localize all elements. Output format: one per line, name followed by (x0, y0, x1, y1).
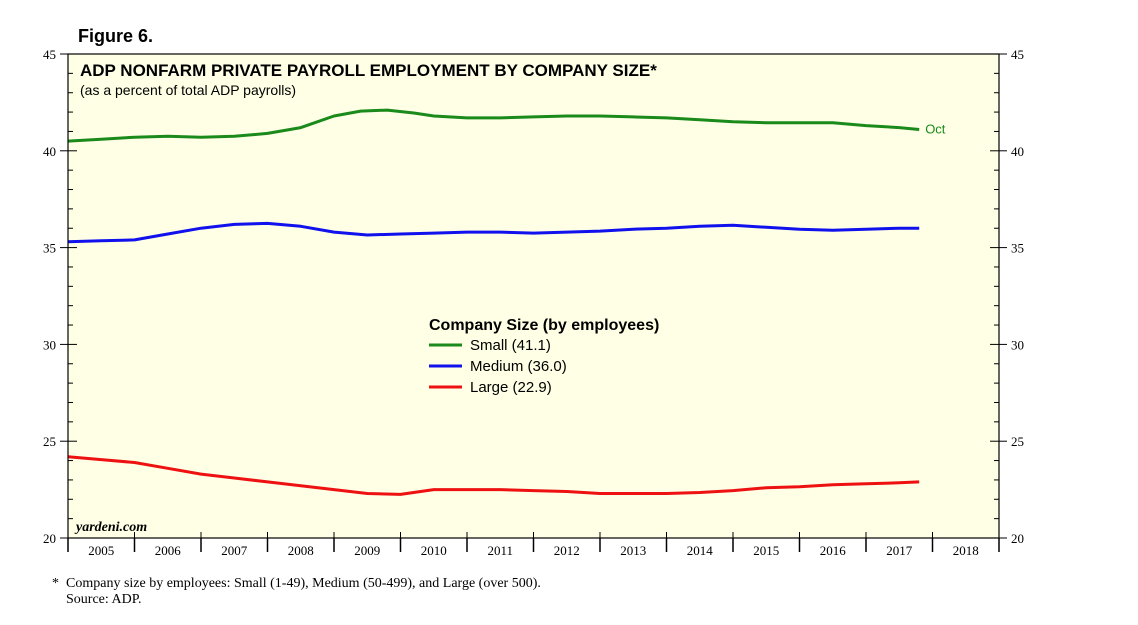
series-line-small (67, 108, 920, 143)
x-tick-label: 2011 (487, 543, 513, 558)
legend: Company Size (by employees) Small (41.1)… (429, 317, 659, 396)
minor-ticks (68, 53, 999, 539)
y-tick-label-right: 45 (1011, 47, 1024, 62)
y-tick-label-right: 35 (1011, 241, 1024, 256)
chart-title: ADP NONFARM PRIVATE PAYROLL EMPLOYMENT B… (80, 61, 657, 80)
y-axis-left: 20 25 30 35 40 45 (43, 47, 68, 546)
y-tick-label-right: 20 (1011, 531, 1024, 546)
x-tick-label: 2018 (953, 543, 979, 558)
x-tick-label: 2007 (221, 543, 248, 558)
footnote-source: Source: ADP. (66, 592, 142, 607)
plot-background (68, 54, 999, 538)
end-label: Oct (925, 122, 946, 137)
x-tick-label: 2006 (155, 543, 182, 558)
figure-label: Figure 6. (78, 26, 154, 46)
x-tick-label: 2014 (687, 543, 714, 558)
y-tick-label-left: 25 (43, 434, 56, 449)
series-lines (67, 108, 920, 496)
plot-frame (67, 53, 1000, 539)
legend-title: Company Size (by employees) (429, 317, 659, 334)
x-axis: 2005 2006 2007 2008 2009 2010 2011 2012 2013 2014… (67, 532, 1000, 558)
y-tick-label-right: 30 (1011, 337, 1024, 352)
series-line-medium (67, 221, 920, 244)
y-tick-label-left: 45 (43, 47, 56, 62)
x-tick-label: 2015 (753, 543, 779, 558)
x-tick-label: 2016 (820, 543, 847, 558)
y-tick-label-right: 40 (1011, 144, 1024, 159)
x-tick-label: 2005 (88, 543, 114, 558)
watermark: yardeni.com (74, 520, 147, 535)
x-tick-label: 2010 (421, 543, 447, 558)
x-tick-label: 2012 (554, 543, 580, 558)
x-tick-label: 2008 (288, 543, 314, 558)
legend-label-medium: Medium (36.0) (470, 358, 567, 375)
footnote-text: Company size by employees: Small (1-49),… (66, 576, 541, 591)
x-tick-label: 2013 (620, 543, 646, 558)
y-axis-right: 20 25 30 35 40 45 (999, 47, 1024, 546)
x-tick-label: 2017 (886, 543, 913, 558)
y-tick-label-left: 20 (43, 531, 56, 546)
footnote-star: * (52, 576, 59, 591)
chart-subtitle: (as a percent of total ADP payrolls) (80, 82, 296, 98)
y-tick-label-left: 30 (43, 337, 56, 352)
legend-label-small: Small (41.1) (470, 337, 551, 354)
legend-label-large: Large (22.9) (470, 379, 552, 396)
y-tick-label-left: 35 (43, 241, 56, 256)
chart: 2005 2006 2007 2008 2009 2010 2011 2012 2013 2014… (43, 47, 1024, 558)
x-tick-label: 2009 (354, 543, 380, 558)
y-tick-label-right: 25 (1011, 434, 1024, 449)
footnote: * Company size by employees: Small (1-49… (52, 576, 541, 608)
y-tick-label-left: 40 (43, 144, 56, 159)
series-line-large (67, 455, 920, 496)
